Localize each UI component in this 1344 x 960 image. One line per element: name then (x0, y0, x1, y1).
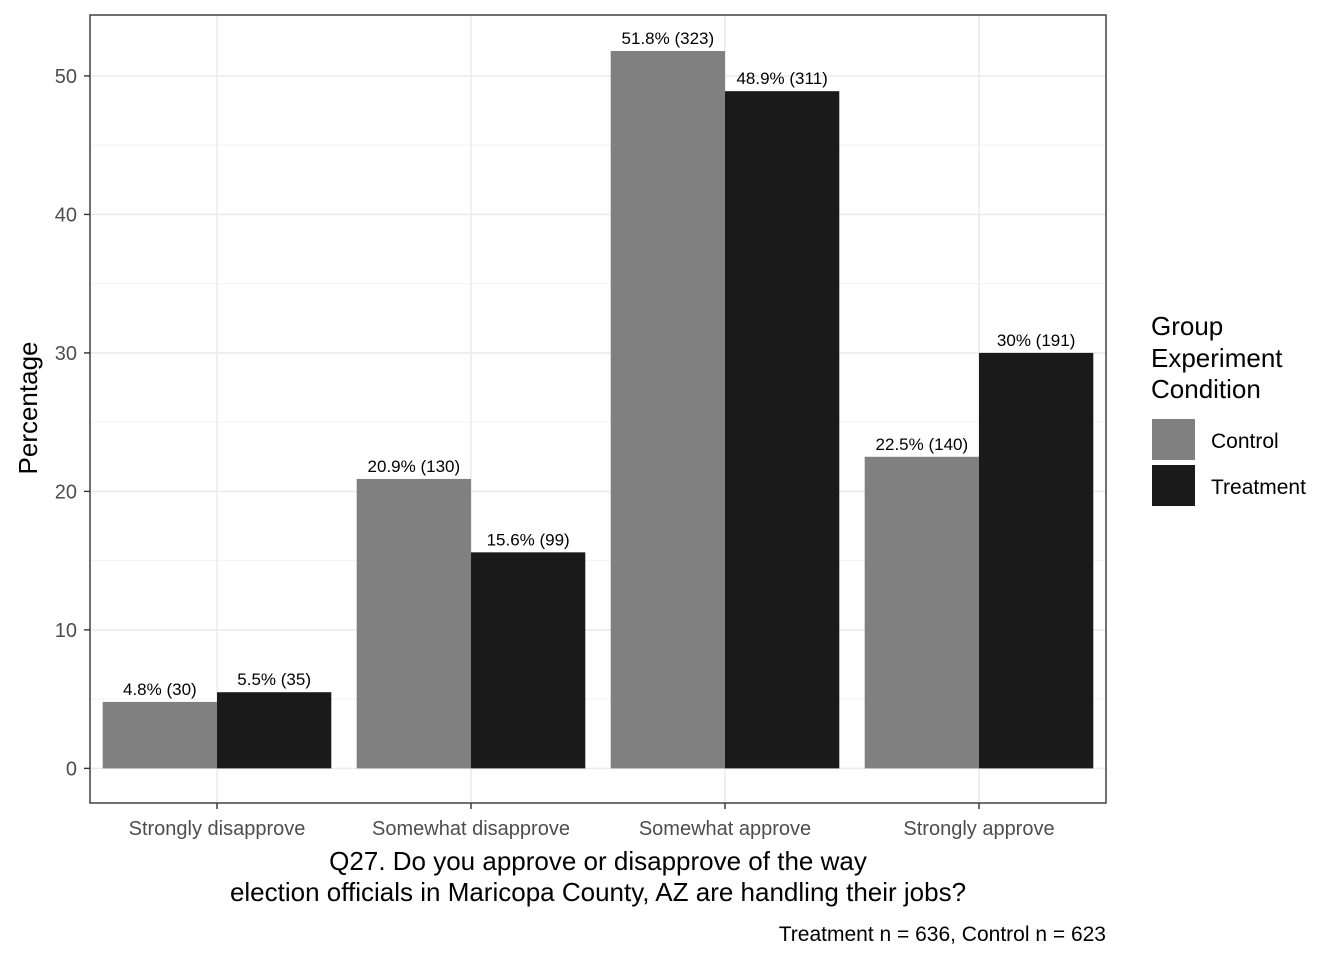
x-axis-label-line-1: Q27. Do you approve or disapprove of the… (329, 846, 867, 876)
legend-key-treatment (1152, 465, 1195, 506)
x-tick-label: Strongly approve (903, 818, 1054, 840)
grid-lines (90, 15, 1106, 803)
legend-label-control: Control (1211, 430, 1279, 453)
bar-control-strongly-approve (864, 456, 979, 769)
x-tick-label: Somewhat disapprove (372, 818, 570, 840)
data-labels: 4.8% (30) 5.5% (35) 20.9% (130) 15.6% (99) 5… (123, 29, 1075, 699)
legend-key-control (1152, 419, 1195, 460)
bar-control-somewhat-disapprove (356, 478, 471, 769)
data-label-control-somewhat-approve: 51.8% (323) (622, 29, 715, 48)
bars (102, 51, 1094, 769)
bar-treatment-somewhat-disapprove (471, 552, 586, 769)
data-label-treatment-somewhat-disapprove: 15.6% (99) (487, 530, 570, 549)
caption: Treatment n = 636, Control n = 623 (779, 923, 1106, 946)
y-tick-label: 10 (55, 620, 77, 642)
data-label-control-somewhat-disapprove: 20.9% (130) (368, 457, 461, 476)
data-label-control-strongly-disapprove: 4.8% (30) (123, 680, 197, 699)
legend-label-treatment: Treatment (1211, 476, 1306, 499)
x-axis-label-line-2: election officials in Maricopa County, A… (230, 877, 966, 907)
data-label-control-strongly-approve: 22.5% (140) (876, 435, 969, 454)
bar-treatment-somewhat-approve (725, 91, 840, 769)
bar-control-strongly-disapprove (102, 701, 217, 769)
plot-panel-border (89, 14, 1107, 804)
bar-treatment-strongly-disapprove (217, 692, 332, 769)
data-label-treatment-somewhat-approve: 48.9% (311) (736, 69, 827, 88)
y-tick-label: 0 (66, 758, 77, 780)
bar-treatment-strongly-approve (979, 352, 1094, 769)
y-tick-label: 50 (55, 66, 77, 88)
y-tick-label: 20 (55, 481, 77, 503)
legend-title-line-3: Condition (1151, 374, 1261, 404)
legend-title-line-1: Group (1151, 311, 1223, 341)
legend-title-line-2: Experiment (1151, 343, 1283, 373)
axis-ticks: 0 10 20 30 40 50 Strongly disapprove Somewhat d… (55, 66, 1055, 840)
y-tick-label: 40 (55, 204, 77, 226)
y-axis-label: Percentage (13, 342, 43, 475)
x-tick-label: Strongly disapprove (129, 818, 306, 840)
legend: Group Experiment Condition Control Treat… (1151, 311, 1306, 506)
x-tick-label: Somewhat approve (639, 818, 811, 840)
data-label-treatment-strongly-approve: 30% (191) (997, 331, 1075, 350)
bar-control-somewhat-approve (610, 51, 725, 769)
data-label-treatment-strongly-disapprove: 5.5% (35) (237, 670, 311, 689)
y-tick-label: 30 (55, 343, 77, 365)
